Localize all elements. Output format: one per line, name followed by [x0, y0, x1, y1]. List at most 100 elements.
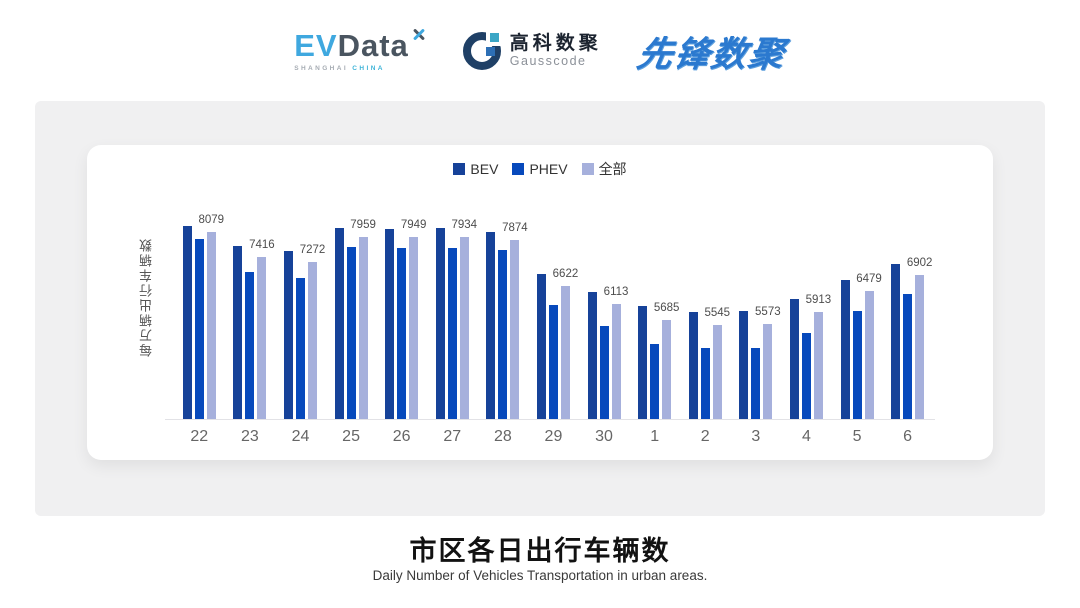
brand-header: EV Data SHANGHAI CHINA 高科数聚 Gausscode 先锋…: [0, 20, 1080, 82]
bar-all-3[interactable]: [763, 324, 773, 419]
bar-bev-6[interactable]: [891, 264, 901, 419]
bar-bev-23[interactable]: [233, 246, 243, 419]
bar-phev-30[interactable]: [599, 326, 609, 419]
bar-bev-1[interactable]: [638, 306, 648, 419]
bar-bev-22[interactable]: [182, 226, 192, 419]
bar-bev-30[interactable]: [587, 292, 597, 419]
bar-bev-26[interactable]: [385, 229, 395, 419]
value-label-4: 5913: [805, 294, 832, 306]
bar-phev-26[interactable]: [397, 248, 407, 419]
x-axis-line: [165, 419, 935, 420]
x-tick-24: 24: [291, 428, 310, 445]
x-tick-3: 3: [751, 428, 761, 445]
bar-all-4[interactable]: [813, 312, 823, 419]
bar-phev-29[interactable]: [548, 305, 558, 419]
value-label-23: 7416: [249, 239, 275, 251]
x-tick-5: 5: [852, 428, 862, 445]
bar-all-26[interactable]: [409, 237, 419, 419]
bar-phev-6[interactable]: [903, 294, 913, 419]
bar-bev-29[interactable]: [536, 274, 546, 419]
bar-all-28[interactable]: [510, 240, 520, 419]
legend-label-all: 全部: [598, 161, 627, 177]
x-tick-1: 1: [650, 428, 660, 445]
legend-swatch-bev: [453, 163, 466, 175]
bar-phev-5[interactable]: [852, 311, 862, 419]
bar-all-6[interactable]: [915, 275, 925, 419]
bar-phev-4[interactable]: [801, 333, 811, 419]
bar-phev-27[interactable]: [447, 248, 457, 419]
x-tick-25: 25: [342, 428, 360, 445]
value-label-29: 6622: [552, 268, 579, 280]
evdata-x-icon: [411, 26, 427, 42]
x-tick-30: 30: [595, 428, 613, 445]
bar-phev-3[interactable]: [751, 348, 761, 419]
bar-all-29[interactable]: [560, 286, 570, 419]
legend-item-bev[interactable]: BEV: [453, 161, 498, 177]
bar-bev-3[interactable]: [739, 311, 749, 419]
bar-all-24[interactable]: [307, 262, 317, 419]
bar-group-2: 5545 2: [680, 213, 731, 445]
bar-all-23[interactable]: [257, 257, 267, 419]
bar-phev-24[interactable]: [295, 278, 305, 419]
bar-group-22: 8079 22: [174, 213, 225, 445]
gausscode-g-icon: [462, 32, 502, 70]
bar-all-2[interactable]: [712, 325, 722, 419]
bar-group-25: 7959 25: [326, 213, 377, 445]
bar-phev-28[interactable]: [498, 250, 508, 419]
x-tick-4: 4: [801, 428, 811, 445]
chart-panel: BEV PHEV 全部 每万辆出行车辆数 8079 22 7416 23 7272 24 795…: [35, 101, 1045, 516]
evdata-subtext: SHANGHAI CHINA: [294, 65, 385, 72]
value-label-22: 8079: [198, 214, 225, 226]
bar-bev-28[interactable]: [486, 232, 496, 419]
y-axis-title: 每万辆出行车辆数: [139, 237, 154, 357]
bar-phev-2[interactable]: [700, 348, 710, 419]
bar-all-30[interactable]: [611, 304, 621, 419]
value-label-6: 6902: [906, 257, 933, 269]
bar-all-22[interactable]: [206, 232, 216, 419]
bar-all-27[interactable]: [459, 237, 469, 419]
legend-label-phev: PHEV: [529, 161, 568, 177]
legend-swatch-all: [581, 163, 594, 175]
value-label-2: 5545: [704, 307, 731, 319]
page-title: 市区各日出行车辆数: [409, 536, 671, 566]
gausscode-logo: 高科数聚 Gausscode: [462, 32, 602, 70]
evdata-ev-text: EV: [294, 28, 338, 63]
chart-card: BEV PHEV 全部 每万辆出行车辆数 8079 22 7416 23 7272 24 795…: [87, 145, 993, 460]
bar-bev-5[interactable]: [840, 280, 850, 419]
bar-group-23: 7416 23: [225, 213, 276, 445]
x-tick-22: 22: [190, 428, 209, 445]
bar-all-5[interactable]: [864, 291, 874, 419]
bar-bev-25[interactable]: [334, 228, 344, 419]
evdata-logo: EV Data SHANGHAI CHINA: [294, 28, 427, 72]
bar-group-24: 7272 24: [275, 213, 326, 445]
bar-group-28: 7874 28: [478, 213, 529, 445]
pioneer-logo: 先锋数聚: [633, 34, 789, 74]
value-label-30: 6113: [603, 286, 629, 298]
value-label-26: 7949: [400, 219, 427, 231]
bar-all-1[interactable]: [662, 320, 672, 419]
legend-label-bev: BEV: [470, 161, 499, 177]
bar-bev-27[interactable]: [435, 228, 445, 419]
bar-group-27: 7934 27: [427, 213, 478, 445]
plot-columns: 8079 22 7416 23 7272 24 7959 25 7949 26 7934 27 7874…: [174, 213, 933, 445]
x-tick-23: 23: [240, 428, 259, 445]
bar-phev-22[interactable]: [194, 239, 204, 419]
x-tick-6: 6: [903, 428, 913, 445]
bar-bev-4[interactable]: [789, 299, 799, 419]
x-tick-28: 28: [493, 428, 512, 445]
bar-group-26: 7949 26: [376, 213, 427, 445]
legend-swatch-phev: [512, 163, 525, 175]
bar-phev-25[interactable]: [346, 247, 356, 419]
bar-group-6: 6902 6: [882, 213, 933, 445]
bar-group-5: 6479 5: [832, 213, 883, 445]
legend-item-phev[interactable]: PHEV: [512, 161, 568, 177]
bar-group-3: 5573 3: [731, 213, 782, 445]
bar-phev-1[interactable]: [650, 344, 660, 419]
bar-bev-24[interactable]: [283, 251, 293, 419]
evdata-data-text: Data: [337, 28, 409, 63]
legend-item-all[interactable]: 全部: [581, 159, 627, 179]
bar-all-25[interactable]: [358, 237, 368, 419]
bar-phev-23[interactable]: [245, 272, 255, 419]
bar-bev-2[interactable]: [688, 312, 698, 419]
